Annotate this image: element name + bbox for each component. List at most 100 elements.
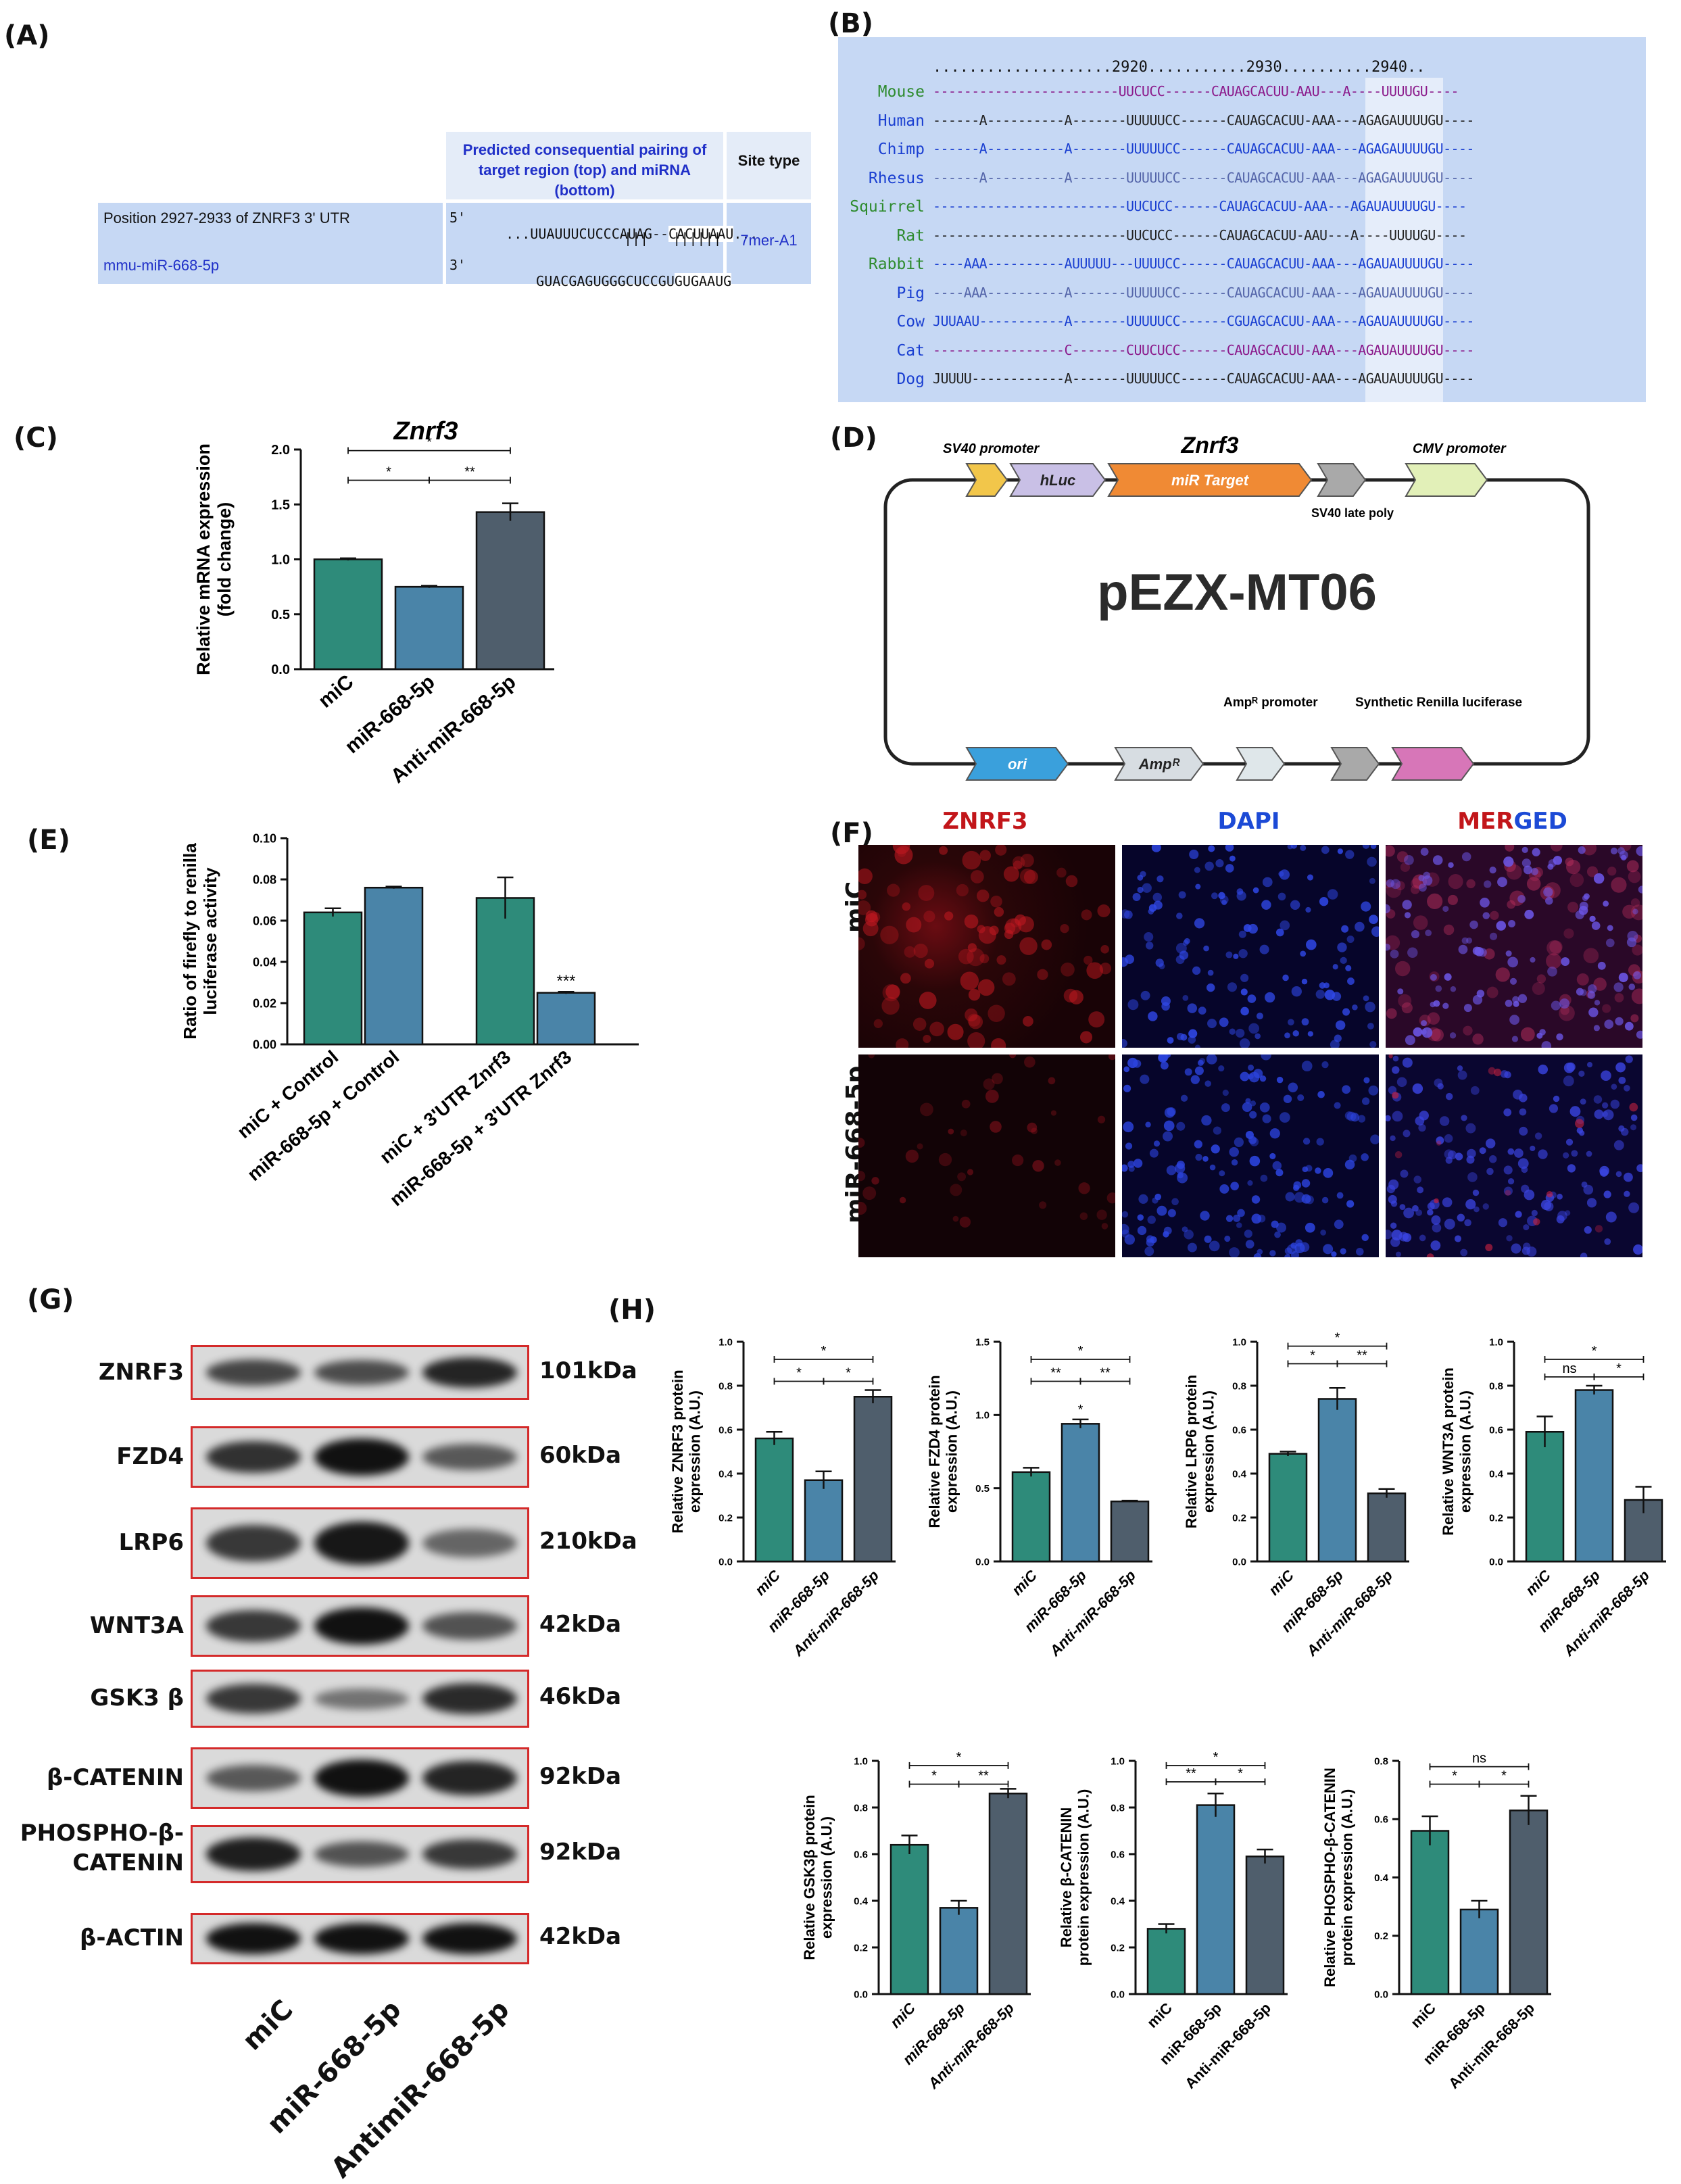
y-tick-label: 0.0 <box>1232 1556 1246 1568</box>
cell-spot <box>1402 1233 1409 1240</box>
cell-spot <box>1611 1084 1617 1090</box>
cell-spot <box>1240 1006 1249 1016</box>
cell-spot <box>1180 1094 1188 1102</box>
cell-spot <box>1447 894 1458 905</box>
panel-h-chart-znrf3: 0.00.20.40.60.81.0miCmiR-668-5pAnti-miR-… <box>669 1336 896 1660</box>
cell-spot <box>1238 948 1248 958</box>
cell-spot <box>1473 1206 1480 1213</box>
site-type-value: 7mer-A1 <box>740 232 798 249</box>
cell-spot <box>1594 1000 1601 1006</box>
cell-spot <box>1290 1251 1300 1257</box>
cell-spot <box>1088 1011 1105 1028</box>
blot-band <box>314 1923 409 1954</box>
cell-spot <box>1290 845 1298 849</box>
cell-spot <box>1469 920 1478 929</box>
cell-spot <box>1580 1098 1586 1105</box>
cell-spot <box>1122 957 1129 967</box>
species-seq-dog: JUUUU------------A-------UUUUUCC------CA… <box>933 370 1474 387</box>
cell-spot <box>1497 877 1507 888</box>
panel-g-blots: ZNRF3 101kDa FZD4 60kDa LRP6 210kDa WNT3A 42kDa… <box>0 1345 637 2184</box>
cell-spot <box>1560 1006 1569 1015</box>
cell-spot <box>1142 883 1152 893</box>
cell-spot <box>1550 845 1563 852</box>
cell-spot <box>996 955 1006 965</box>
cell-spot <box>1418 1123 1426 1132</box>
cell-spot <box>1541 1041 1552 1048</box>
cell-spot <box>1259 1075 1267 1082</box>
cell-spot <box>1613 982 1624 992</box>
cell-spot <box>1334 1219 1344 1230</box>
cell-spot <box>929 1021 944 1037</box>
cell-spot <box>1556 1033 1563 1041</box>
sig-annotation: * <box>1078 1403 1083 1417</box>
cell-spot <box>1611 877 1627 893</box>
cell-spot <box>1100 945 1109 954</box>
blot-band <box>314 1522 409 1565</box>
cell-spot <box>1391 1230 1403 1241</box>
bar <box>890 1843 929 1995</box>
blot-band <box>206 1684 301 1714</box>
cell-spot <box>1048 1077 1056 1085</box>
cell-spot <box>965 1008 978 1022</box>
mir-target-block-label: miR Target <box>1171 472 1250 489</box>
cell-spot <box>1031 1127 1038 1135</box>
cell-spot <box>1293 1184 1300 1191</box>
cell-spot <box>1219 1184 1229 1194</box>
cell-spot <box>1301 1018 1309 1026</box>
cell-spot <box>1546 953 1562 969</box>
cell-spot <box>917 1143 923 1150</box>
cell-spot <box>1455 1152 1463 1161</box>
cell-spot <box>1321 846 1330 854</box>
cell-spot <box>1480 897 1490 908</box>
cell-spot <box>1610 1099 1620 1109</box>
cell-spot <box>1486 1167 1494 1175</box>
cell-spot <box>1208 845 1215 852</box>
y-tick-label: 0.6 <box>854 1849 868 1860</box>
cell-spot <box>1218 892 1225 900</box>
cell-spot <box>1137 886 1144 894</box>
cell-spot <box>1159 963 1165 969</box>
cell-spot <box>1300 950 1307 957</box>
cell-spot <box>1219 1170 1225 1177</box>
cell-spot <box>885 984 900 999</box>
cell-spot <box>1302 1138 1311 1145</box>
cell-spot <box>1182 994 1189 1001</box>
cell-spot <box>892 845 910 854</box>
sig-label: * <box>1213 1750 1219 1765</box>
cell-spot <box>1181 1226 1188 1233</box>
cell-spot <box>1240 1071 1250 1082</box>
sig-label: * <box>427 435 432 450</box>
y-axis-label-2: luciferase activity <box>200 867 220 1015</box>
cell-spot <box>1586 1198 1597 1208</box>
cell-spot <box>1519 1108 1527 1116</box>
cell-spot <box>1490 911 1499 920</box>
species-name-mouse: Mouse <box>877 83 925 101</box>
cell-spot <box>1307 874 1314 881</box>
cell-spot <box>858 868 873 884</box>
cell-spot <box>1629 1102 1638 1112</box>
cell-spot <box>1225 1215 1234 1222</box>
cell-spot <box>1588 984 1597 994</box>
cell-spot <box>1122 1211 1129 1218</box>
category-label: Anti-miR-668-5p <box>1445 1999 1538 2092</box>
cell-spot <box>948 1128 954 1135</box>
cell-spot <box>1012 856 1025 869</box>
cell-spot <box>1444 1218 1455 1230</box>
cell-spot <box>1261 1054 1271 1061</box>
blot-kda-1: 60kDa <box>539 1441 622 1469</box>
panel-label-f: (F) <box>830 818 873 849</box>
cell-spot <box>873 1019 883 1028</box>
amp-promoter-block <box>1236 747 1286 781</box>
cell-spot <box>1476 990 1485 998</box>
cell-spot <box>1321 1196 1329 1204</box>
cell-spot <box>1206 983 1215 992</box>
cell-spot <box>1037 969 1048 980</box>
blot-strip-6 <box>191 1825 529 1883</box>
cell-spot <box>1531 1209 1538 1217</box>
cell-spot <box>1400 1169 1409 1178</box>
cell-spot <box>1533 1218 1540 1226</box>
cell-spot <box>967 1169 974 1175</box>
species-name-chimp: Chimp <box>877 141 925 158</box>
cell-spot <box>1521 858 1531 868</box>
cell-spot <box>1407 947 1418 958</box>
